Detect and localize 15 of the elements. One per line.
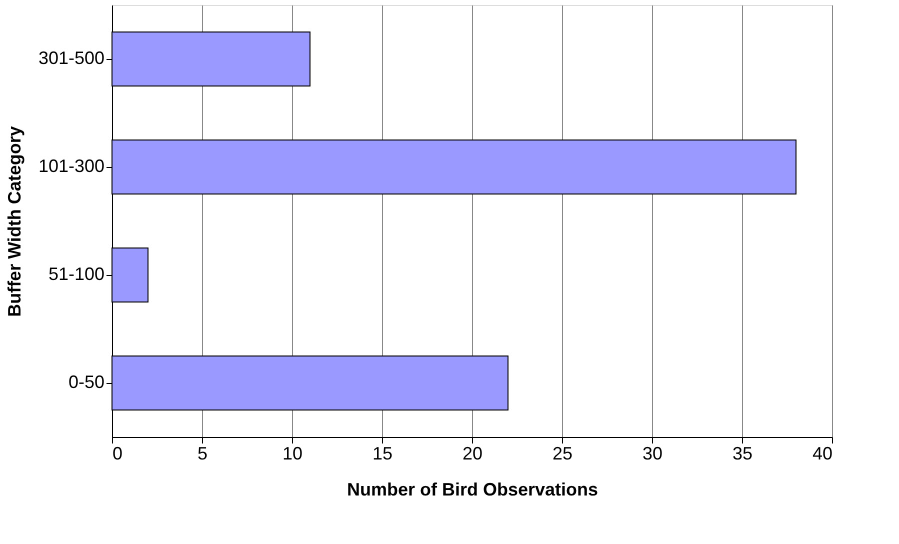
x-tick-label: 40: [812, 444, 832, 464]
x-axis-title: Number of Bird Observations: [346, 480, 598, 500]
x-tick-label: 25: [552, 444, 573, 464]
x-tick-label: 20: [462, 444, 483, 464]
y-tick-label: 0-50: [68, 372, 104, 392]
x-tick-label: 5: [197, 444, 208, 464]
y-tick-label: 301-500: [38, 48, 104, 68]
x-tick-label: 0: [112, 444, 123, 464]
y-tick-label: 51-100: [48, 264, 104, 284]
x-tick-label: 10: [282, 444, 303, 464]
x-tick-label: 15: [372, 444, 393, 464]
y-axis-title: Buffer Width Category: [4, 126, 24, 317]
x-tick-label: 35: [732, 444, 753, 464]
x-tick-label: 30: [642, 444, 663, 464]
y-tick-label: 101-300: [38, 156, 104, 176]
